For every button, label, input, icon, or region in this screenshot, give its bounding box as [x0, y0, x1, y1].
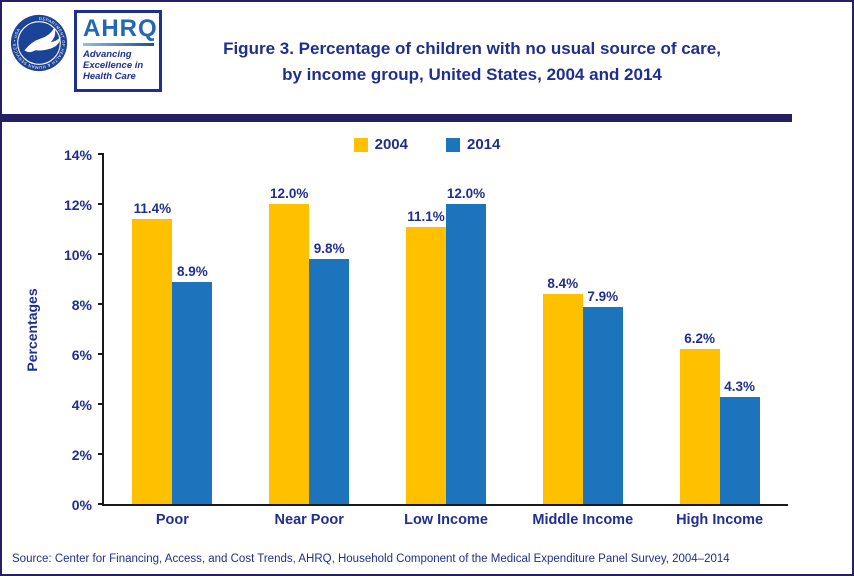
bar-value-label-2014-low-income: 12.0% — [446, 186, 486, 201]
bar-value-label-2004-high-income: 6.2% — [684, 331, 715, 346]
x-category-label-middle-income: Middle Income — [532, 512, 634, 528]
x-category-label-low-income: Low Income — [404, 512, 488, 528]
header-divider-bar — [2, 114, 792, 122]
x-category-label-poor: Poor — [155, 512, 189, 528]
bar-2004-high-income — [679, 349, 720, 504]
bar-value-label-2004-near-poor: 12.0% — [270, 186, 309, 201]
x-axis-category-labels: Poor Near Poor Low Income Middle Income High… — [104, 512, 788, 528]
bar-wrap-2014-middle-income: 7.9% — [582, 288, 623, 504]
bar-value-label-2004-low-income: 11.1% — [407, 208, 445, 224]
y-tick-label-2: 2% — [71, 447, 92, 464]
bar-wrap-2004-high-income: 6.2% — [679, 331, 720, 504]
y-axis-ticks: 0% 2% 4% 6% 8% 10% 12% 14% — [24, 147, 104, 513]
legend: 2004 2014 — [2, 136, 852, 153]
y-tick-label-4: 4% — [71, 397, 92, 414]
ahrq-acronym: AHRQ — [83, 15, 158, 42]
y-tick-label-10: 10% — [63, 247, 92, 263]
y-tick-mark-4 — [98, 403, 104, 406]
legend-swatch-2004 — [353, 137, 368, 152]
x-category-label-near-poor: Near Poor — [274, 512, 344, 528]
y-tick-mark-2 — [98, 453, 104, 456]
bar-2014-middle-income — [582, 306, 623, 504]
legend-label-2004: 2004 — [374, 136, 408, 153]
bar-group-near-poor: 12.0% 9.8% — [241, 154, 378, 504]
y-tick-label-8: 8% — [71, 297, 92, 314]
bar-wrap-2014-high-income: 4.3% — [719, 378, 760, 504]
y-tick-label-14: 14% — [63, 147, 92, 163]
bar-2004-middle-income — [542, 294, 583, 504]
plot-groups: 11.4% 8.9% 12.0% 9.8% 11.1% 12.0% 8.4% 7.9% 6.2%… — [104, 154, 788, 504]
y-tick-mark-0 — [98, 503, 104, 505]
bar-2014-poor — [172, 281, 213, 504]
y-tick-label-6: 6% — [71, 347, 92, 363]
bar-value-label-2014-near-poor: 9.8% — [313, 241, 345, 256]
bar-wrap-2004-poor: 11.4% — [132, 201, 173, 504]
figure-title: Figure 3. Percentage of children with no… — [162, 10, 842, 87]
bar-value-label-2014-high-income: 4.3% — [724, 378, 755, 394]
ahrq-tagline-2: Excellence in — [83, 59, 144, 71]
ahrq-logo: AHRQ Advancing Excellence in Health Care — [74, 10, 162, 92]
bar-wrap-2014-poor: 8.9% — [172, 263, 213, 504]
hhs-eagle-glyph — [24, 27, 61, 53]
bar-wrap-2004-low-income: 11.1% — [405, 208, 446, 504]
bar-wrap-2014-low-income: 12.0% — [445, 186, 486, 504]
y-tick-label-0: 0% — [71, 497, 92, 513]
bar-2014-high-income — [719, 396, 760, 504]
ahrq-tagline-3: Health Care — [83, 70, 136, 82]
bar-2004-near-poor — [269, 204, 310, 504]
hhs-seal-icon: DEPARTMENT OF HEALTH & HUMAN SERVICES • … — [10, 14, 68, 72]
figure-title-line-1: Figure 3. Percentage of children with no… — [223, 39, 721, 58]
bar-2014-near-poor — [309, 259, 350, 504]
figure-title-line-2: by income group, United States, 2004 and… — [282, 64, 662, 84]
y-tick-mark-10 — [98, 253, 104, 255]
bar-wrap-2004-middle-income: 8.4% — [542, 276, 583, 504]
bar-chart: 2004 2014 Percentages 0% 2% 4% 6% 8% 10% 12% 14%… — [2, 130, 852, 530]
bar-2004-low-income — [405, 226, 446, 504]
y-tick-mark-14 — [98, 153, 104, 155]
legend-item-2014: 2014 — [446, 136, 500, 153]
bar-wrap-2004-near-poor: 12.0% — [269, 186, 310, 504]
y-tick-mark-6 — [98, 353, 104, 355]
y-tick-label-12: 12% — [63, 197, 92, 213]
legend-item-2004: 2004 — [353, 136, 408, 153]
source-note: Source: Center for Financing, Access, an… — [12, 553, 730, 565]
bar-value-label-2004-middle-income: 8.4% — [547, 276, 579, 291]
bar-2004-poor — [132, 219, 173, 504]
bar-group-middle-income: 8.4% 7.9% — [514, 154, 651, 504]
bar-group-high-income: 6.2% 4.3% — [651, 154, 788, 504]
ahrq-tagline-1: Advancing — [83, 49, 132, 60]
legend-label-2014: 2014 — [467, 136, 501, 153]
bar-group-poor: 11.4% 8.9% — [104, 154, 241, 504]
y-tick-mark-8 — [98, 303, 104, 306]
bar-value-label-2014-poor: 8.9% — [177, 263, 208, 279]
plot-area: 0% 2% 4% 6% 8% 10% 12% 14% 11.4% 8.9% 12.0% 9.8% 11… — [64, 147, 788, 528]
bar-2014-low-income — [445, 204, 486, 504]
bar-wrap-2014-near-poor: 9.8% — [309, 241, 350, 504]
bar-value-label-2004-poor: 11.4% — [133, 201, 172, 216]
legend-swatch-2014 — [446, 137, 460, 152]
bar-value-label-2014-middle-income: 7.9% — [587, 288, 619, 304]
logo-block: DEPARTMENT OF HEALTH & HUMAN SERVICES • … — [10, 10, 162, 92]
y-tick-mark-12 — [98, 203, 104, 205]
bar-group-low-income: 11.1% 12.0% — [378, 154, 515, 504]
header: DEPARTMENT OF HEALTH & HUMAN SERVICES • … — [2, 2, 852, 106]
x-category-label-high-income: High Income — [676, 512, 764, 528]
ahrq-swoosh-line — [83, 43, 154, 46]
